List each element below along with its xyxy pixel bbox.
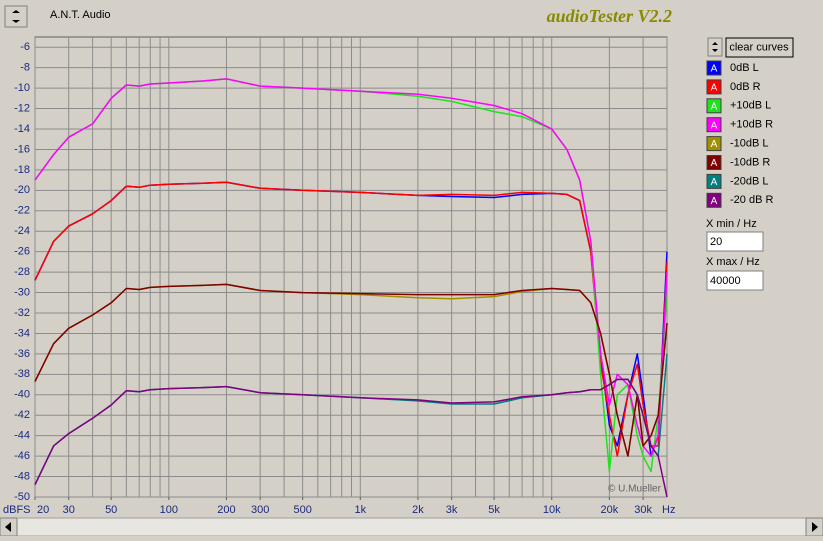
- legend-label: +10dB L: [730, 100, 771, 112]
- y-tick-label: -12: [14, 102, 30, 114]
- xmax-label: X max / Hz: [706, 256, 760, 268]
- y-tick-label: -28: [14, 266, 30, 278]
- y-tick-label: -18: [14, 164, 30, 176]
- legend-swatch: [706, 60, 722, 76]
- x-axis-unit: Hz: [662, 504, 675, 516]
- x-tick-label: 30: [63, 504, 75, 516]
- legend-icon: A: [711, 120, 718, 131]
- curve: [34, 78, 668, 457]
- y-axis-unit: dBFS: [3, 504, 31, 516]
- button-label[interactable]: clear curves: [729, 41, 789, 53]
- x-tick-label: 200: [217, 504, 235, 516]
- y-tick-label: -6: [20, 41, 30, 53]
- x-tick-label: 5k: [488, 504, 500, 516]
- clear-curves-button[interactable]: clear curves: [725, 37, 794, 58]
- curve: [34, 181, 668, 457]
- top-spinner[interactable]: [4, 5, 28, 28]
- legend-icon: A: [711, 196, 718, 207]
- y-tick-label: -10: [14, 82, 30, 94]
- legend-label: -10dB L: [730, 138, 769, 150]
- y-tick-label: -32: [14, 307, 30, 319]
- curve: [34, 378, 668, 498]
- y-tick-label: -34: [14, 327, 30, 339]
- x-tick-label: 10k: [543, 504, 561, 516]
- y-tick-label: -44: [14, 430, 30, 442]
- legend-swatch: [706, 136, 722, 152]
- legend-icon: A: [711, 177, 718, 188]
- scrollbar[interactable]: [0, 517, 823, 537]
- y-tick-label: -46: [14, 450, 30, 462]
- xmax-value[interactable]: 40000: [710, 275, 741, 287]
- grid: [34, 37, 668, 498]
- legend-swatch: [706, 98, 722, 114]
- y-tick-label: -24: [14, 225, 30, 237]
- x-tick-label: 300: [251, 504, 269, 516]
- legend-icon: A: [711, 139, 718, 150]
- chart-title: audioTester V2.2: [547, 6, 672, 26]
- y-tick-label: -8: [20, 62, 30, 74]
- legend-swatch: [706, 155, 722, 170]
- plot-area: [34, 36, 668, 498]
- curves: [34, 78, 668, 498]
- xmin-input[interactable]: [706, 231, 764, 252]
- y-tick-label: -48: [14, 470, 30, 482]
- legend-icon: A: [711, 101, 718, 112]
- legend-spinner[interactable]: [707, 37, 723, 57]
- y-tick-label: -20: [14, 184, 30, 196]
- y-tick-label: -30: [14, 286, 30, 298]
- legend-swatch: [706, 117, 722, 133]
- xmin-label: X min / Hz: [706, 218, 757, 230]
- legend-icon: A: [711, 64, 718, 75]
- y-tick-label: -22: [14, 205, 30, 217]
- y-tick-label: -36: [14, 348, 30, 360]
- y-tick-label: -38: [14, 368, 30, 380]
- curve: [34, 283, 668, 457]
- y-tick-label: -26: [14, 246, 30, 258]
- company-label: A.N.T. Audio: [50, 9, 111, 21]
- x-tick-label: 20: [37, 504, 49, 516]
- x-tick-label: 3k: [446, 504, 458, 516]
- y-tick-label: -16: [14, 143, 30, 155]
- x-tick-label: 500: [293, 504, 311, 516]
- x-tick-label: 2k: [412, 504, 424, 516]
- legend-label: -20 dB R: [730, 194, 773, 206]
- x-tick-label: 30k: [634, 504, 652, 516]
- y-tick-label: -14: [14, 123, 30, 135]
- y-tick-label: -42: [14, 409, 30, 421]
- xmin-value[interactable]: 20: [710, 236, 722, 248]
- legend-icon: A: [711, 83, 718, 94]
- x-tick-label: 20k: [600, 504, 618, 516]
- legend-label: -20dB L: [730, 175, 769, 187]
- xmax-input[interactable]: [706, 270, 764, 291]
- legend-label: -10dB R: [730, 156, 770, 168]
- legend-icon: A: [711, 158, 718, 169]
- legend-label: +10dB R: [730, 119, 773, 131]
- legend: A 0dB L A 0dB R A +10dB L A +10dB R A -10dB L A -10…: [706, 60, 773, 208]
- x-tick-label: 50: [105, 504, 117, 516]
- legend-swatch: [706, 173, 722, 189]
- legend-label: 0dB R: [730, 81, 761, 93]
- x-tick-label: 1k: [354, 504, 366, 516]
- y-tick-label: -50: [14, 491, 30, 503]
- legend-swatch: [706, 79, 722, 95]
- legend-label: 0dB L: [730, 62, 759, 74]
- legend-swatch: [706, 192, 722, 208]
- watermark: © U.Mueller: [608, 484, 662, 495]
- y-tick-label: -40: [14, 389, 30, 401]
- x-tick-label: 100: [160, 504, 178, 516]
